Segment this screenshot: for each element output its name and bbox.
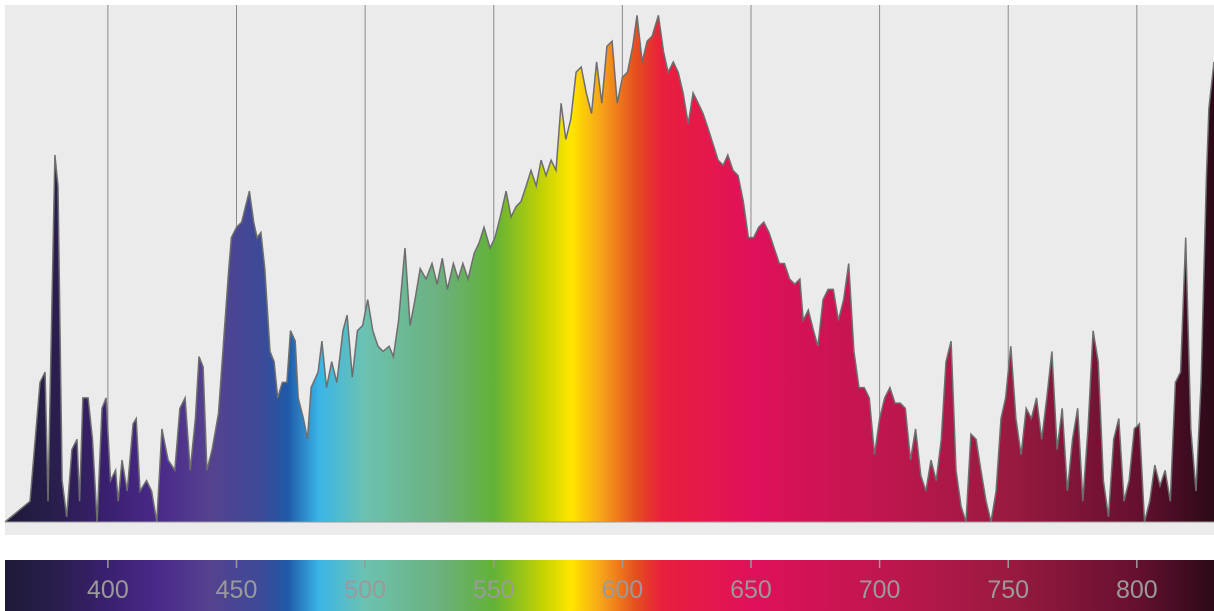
x-tick-label: 600	[602, 576, 644, 604]
spectrum-area	[5, 15, 1214, 523]
x-tick-label: 800	[1116, 576, 1158, 604]
x-tick-label: 650	[730, 576, 772, 604]
x-tick-label: 700	[859, 576, 901, 604]
x-tick-label: 500	[344, 576, 386, 604]
x-tick-label: 400	[87, 576, 129, 604]
spectrum-outline	[4, 15, 1214, 523]
x-tick-label: 450	[216, 576, 258, 604]
x-tick-label: 750	[987, 576, 1029, 604]
spectrum-bar	[5, 560, 1214, 611]
x-tick-label: 550	[473, 576, 515, 604]
